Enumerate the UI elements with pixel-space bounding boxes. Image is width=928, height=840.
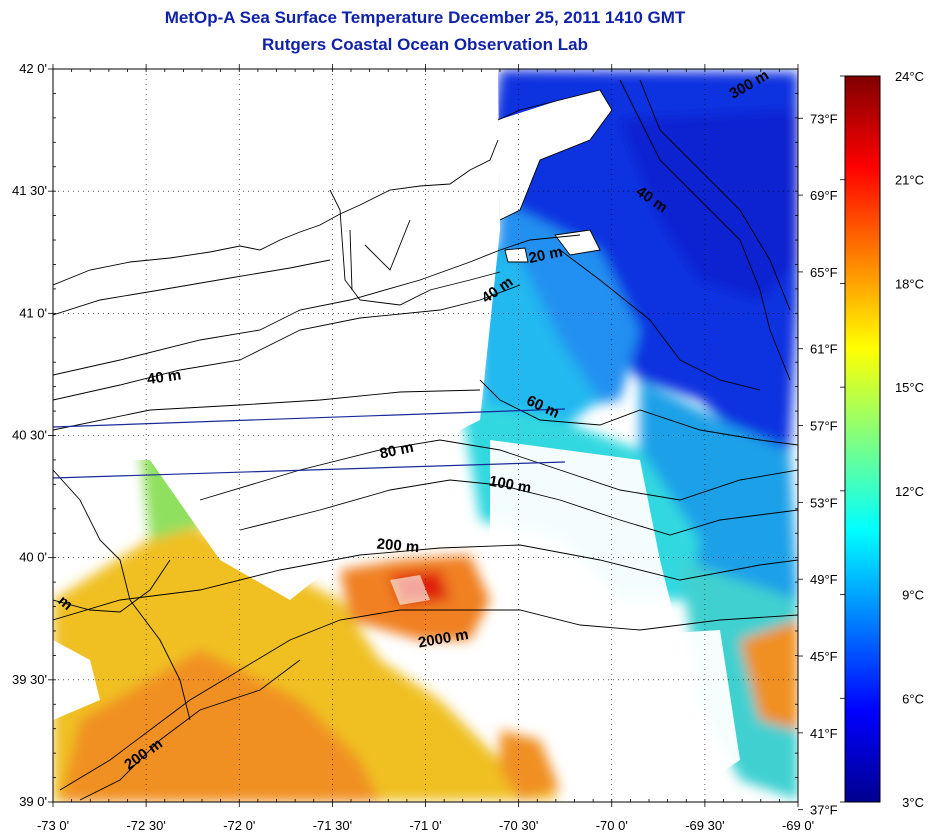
transect-south (53, 461, 566, 479)
colorbar-labels: 24°C 21°C 18°C 15°C 12°C 9°C 6°C 3°C (840, 69, 924, 810)
fahrenheit-tick-label: 57°F (810, 419, 838, 434)
coastline (53, 89, 613, 721)
colorbar-tick-label: 24°C (895, 69, 924, 84)
lon-tick-label: -69 30' (685, 818, 724, 833)
lon-tick-label: -69 0' (782, 818, 814, 833)
lat-tick-label: 41 0' (19, 305, 47, 320)
transect-north (53, 408, 566, 428)
lon-tick-label: -73 0' (37, 818, 69, 833)
frame-ticks (48, 64, 803, 811)
map-subtitle: Rutgers Coastal Ocean Observation Lab (262, 35, 588, 54)
lon-tick-label: -71 30' (313, 818, 352, 833)
transect-lines (53, 408, 566, 479)
lon-tick-label: -72 0' (223, 818, 255, 833)
contour-label: 40 m (146, 366, 182, 388)
colorbar-tick-label: 3°C (902, 795, 924, 810)
lon-tick-label: -70 30' (499, 818, 538, 833)
lat-tick-label: 40 30' (12, 428, 47, 443)
fahrenheit-tick-label: 69°F (810, 188, 838, 203)
colorbar-tick-label: 15°C (895, 380, 924, 395)
sst-imagery (53, 69, 798, 802)
lon-tick-label: -72 30' (126, 818, 165, 833)
lat-tick-label: 41 30' (12, 183, 47, 198)
isobaths (53, 79, 798, 801)
latitude-labels: 42 0' 41 30' 41 0' 40 30' 40 0' 39 30' 39 0' (12, 61, 47, 809)
fahrenheit-tick-label: 73°F (810, 111, 838, 126)
colorbar-tick-label: 9°C (902, 588, 924, 603)
lat-tick-label: 39 0' (19, 794, 47, 809)
contour-label: 20 m (527, 243, 564, 267)
longitude-labels: -73 0' -72 30' -72 0' -71 30' -71 0' -70 30' -… (37, 818, 814, 833)
fahrenheit-tick-label: 45°F (810, 649, 838, 664)
lat-tick-label: 42 0' (19, 61, 47, 76)
colorbar-tick-label: 21°C (895, 173, 924, 188)
fahrenheit-tick-label: 65°F (810, 265, 838, 280)
colorbar-tick-label: 18°C (895, 276, 924, 291)
fahrenheit-tick-label: 61°F (810, 342, 838, 357)
lat-tick-label: 39 30' (12, 672, 47, 687)
map-title: MetOp-A Sea Surface Temperature December… (164, 8, 686, 27)
lon-tick-label: -71 0' (409, 818, 441, 833)
fahrenheit-tick-label: 49°F (810, 572, 838, 587)
fahrenheit-tick-label: 41°F (810, 726, 838, 741)
fahrenheit-tick-label: 53°F (810, 495, 838, 510)
contour-label: 200 m (376, 536, 420, 557)
graticule (53, 69, 798, 802)
fahrenheit-tick-label: 37°F (810, 803, 838, 818)
lon-tick-label: -70 0' (596, 818, 628, 833)
contour-label: 80 m (378, 439, 415, 463)
colorbar-tick-label: 6°C (902, 691, 924, 706)
colorbar-tick-label: 12°C (895, 484, 924, 499)
lat-tick-label: 40 0' (19, 550, 47, 565)
colorbar (844, 75, 881, 803)
fahrenheit-labels: 73°F 69°F 65°F 61°F 57°F 53°F 49°F 45°F 41°F 37°F (810, 111, 838, 817)
